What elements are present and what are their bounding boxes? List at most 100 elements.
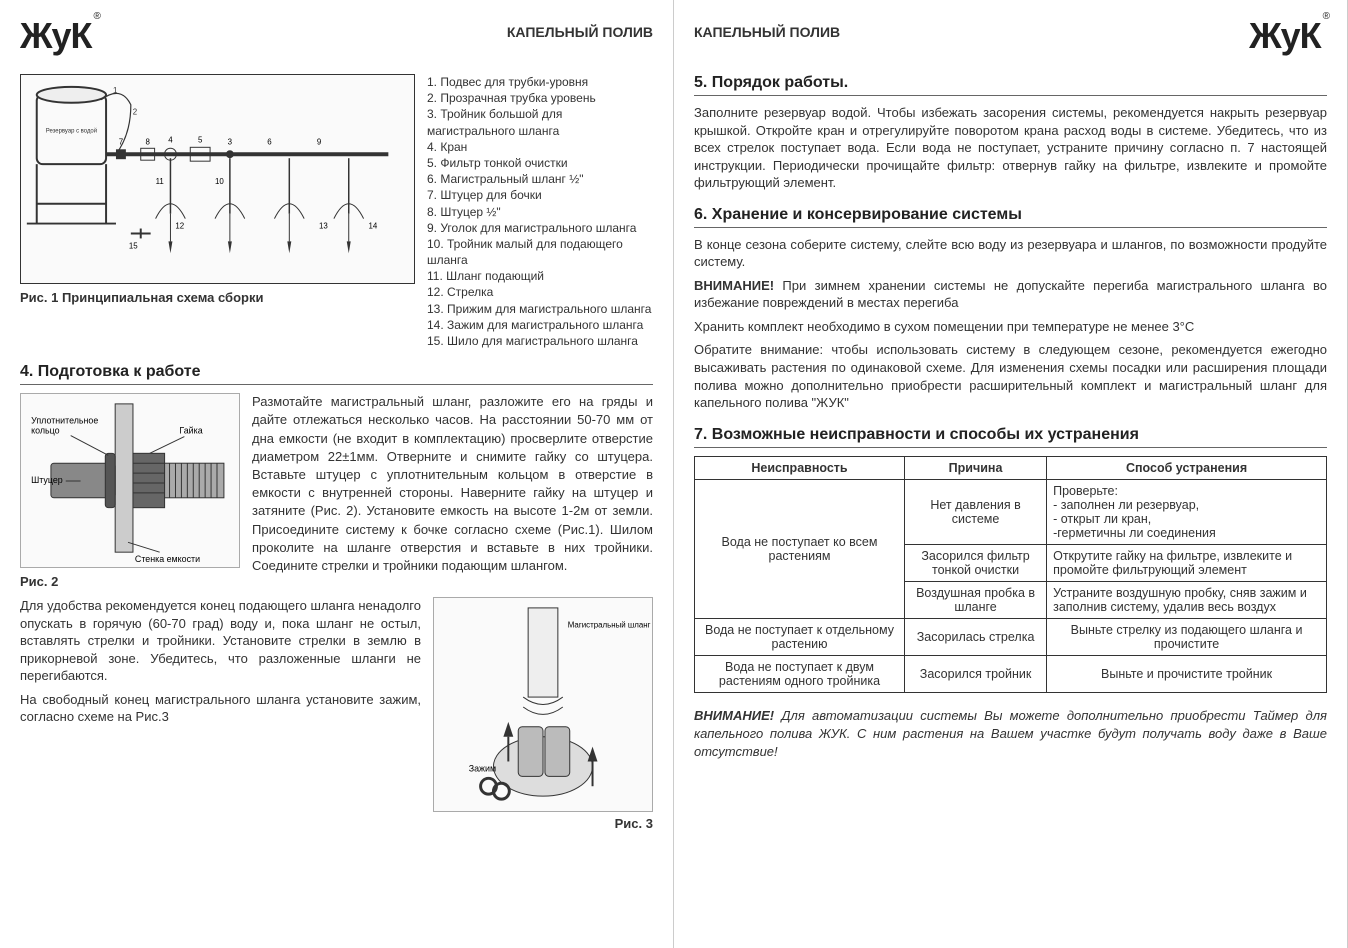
section7-note: ВНИМАНИЕ! Для автоматизации системы Вы м… <box>694 707 1327 762</box>
part-item: 4. Кран <box>427 139 653 155</box>
part-item: 15. Шило для магистрального шланга <box>427 333 653 349</box>
part-item: 1. Подвес для трубки-уровня <box>427 74 653 90</box>
table-row: Вода не поступает ко всем растениям Нет … <box>695 479 1327 544</box>
figure2-caption: Рис. 2 <box>20 574 240 589</box>
label-main-hose: Магистральный шланг <box>568 621 651 630</box>
svg-text:7: 7 <box>119 137 123 146</box>
brand-text: ЖуК <box>20 15 92 56</box>
svg-text:15: 15 <box>129 241 138 250</box>
table-row: Вода не поступает к отдельному растению … <box>695 618 1327 655</box>
figure3-caption: Рис. 3 <box>433 816 653 831</box>
part-item: 14. Зажим для магистрального шланга <box>427 317 653 333</box>
svg-text:6: 6 <box>267 137 272 146</box>
note-text: Для автоматизации системы Вы можете допо… <box>694 708 1327 759</box>
svg-text:кольцо: кольцо <box>31 426 60 436</box>
note-warn: ВНИМАНИЕ! <box>694 708 774 723</box>
svg-text:5: 5 <box>198 135 203 144</box>
label-seal: Уплотнительное <box>31 416 98 426</box>
svg-text:4: 4 <box>168 135 173 144</box>
col-fault: Неисправность <box>695 456 905 479</box>
label-fitting: Штуцер <box>31 475 63 485</box>
section4-row: Уплотнительное кольцо Гайка Штуцер Стенк… <box>20 393 653 589</box>
part-item: 10. Тройник малый для подающего шланга <box>427 236 653 268</box>
section6-p2-text: При зимнем хранении системы не допускайт… <box>694 278 1327 311</box>
part-item: 5. Фильтр тонкой очистки <box>427 155 653 171</box>
part-item: 7. Штуцер для бочки <box>427 187 653 203</box>
cell-fix: Устраните воздушную пробку, сняв зажим и… <box>1047 581 1327 618</box>
svg-text:Резервуар с водой: Резервуар с водой <box>46 127 97 134</box>
cell-fault: Вода не поступает ко всем растениям <box>695 479 905 618</box>
cell-cause: Воздушная пробка в шланге <box>905 581 1047 618</box>
brand-logo: ЖуК® <box>20 18 98 54</box>
part-item: 3. Тройник большой для магистрального шл… <box>427 106 653 138</box>
cell-cause: Засорился фильтр тонкой очистки <box>905 544 1047 581</box>
cell-fix: Выньте стрелку из подающего шланга и про… <box>1047 618 1327 655</box>
fitting-svg: Уплотнительное кольцо Гайка Штуцер Стенк… <box>21 394 239 567</box>
svg-text:11: 11 <box>156 177 165 186</box>
section4-title: 4. Подготовка к работе <box>20 363 653 385</box>
svg-text:12: 12 <box>175 222 184 231</box>
section6-p3: Хранить комплект необходимо в сухом поме… <box>694 318 1327 336</box>
svg-text:13: 13 <box>319 222 328 231</box>
warning-label: ВНИМАНИЕ! <box>694 278 774 293</box>
section6-p1: В конце сезона соберите систему, слейте … <box>694 236 1327 271</box>
part-item: 11. Шланг подающий <box>427 268 653 284</box>
figure3-diagram: Магистральный шланг Зажим <box>433 597 653 812</box>
label-wall: Стенка емкости <box>135 554 200 564</box>
figure1-caption: Рис. 1 Принципиальная схема сборки <box>20 290 415 305</box>
parts-list: 1. Подвес для трубки-уровня 2. Прозрачна… <box>427 74 653 349</box>
left-page: ЖуК® КАПЕЛЬНЫЙ ПОЛИВ Резервуар с водой 1 <box>0 0 674 948</box>
cell-cause: Засорилась стрелка <box>905 618 1047 655</box>
part-item: 2. Прозрачная трубка уровень <box>427 90 653 106</box>
brand-logo-right: ЖуК® <box>1249 18 1327 54</box>
header-title-right: КАПЕЛЬНЫЙ ПОЛИВ <box>694 18 840 40</box>
svg-text:8: 8 <box>145 137 150 146</box>
header-title-left: КАПЕЛЬНЫЙ ПОЛИВ <box>507 18 653 40</box>
cell-fault: Вода не поступает к двум растениям одног… <box>695 655 905 692</box>
figure1-diagram: Резервуар с водой 1 2 7 8 <box>20 74 415 284</box>
right-header: ЖуК® КАПЕЛЬНЫЙ ПОЛИВ <box>694 18 1327 54</box>
cell-fix: Открутите гайку на фильтре, извлеките и … <box>1047 544 1327 581</box>
svg-text:1: 1 <box>113 86 118 95</box>
section4-lower: Для удобства рекомендуется конец подающе… <box>20 597 653 831</box>
col-cause: Причина <box>905 456 1047 479</box>
svg-text:2: 2 <box>133 108 137 117</box>
brand-sup: ® <box>94 11 100 22</box>
svg-text:10: 10 <box>215 177 224 186</box>
svg-text:14: 14 <box>369 222 378 231</box>
clamp-svg: Магистральный шланг Зажим <box>434 598 652 811</box>
label-clamp: Зажим <box>469 764 496 774</box>
cell-cause: Засорился тройник <box>905 655 1047 692</box>
section4-text1: Размотайте магистральный шланг, разложит… <box>252 393 653 589</box>
section7-title: 7. Возможные неисправности и способы их … <box>694 426 1327 448</box>
part-item: 6. Магистральный шланг ½" <box>427 171 653 187</box>
col-fix: Способ устранения <box>1047 456 1327 479</box>
section6-p2: ВНИМАНИЕ! При зимнем хранении системы не… <box>694 277 1327 312</box>
figure1-row: Резервуар с водой 1 2 7 8 <box>20 74 653 349</box>
table-header-row: Неисправность Причина Способ устранения <box>695 456 1327 479</box>
part-item: 12. Стрелка <box>427 284 653 300</box>
cell-fix: Проверьте: - заполнен ли резервуар, - от… <box>1047 479 1327 544</box>
figure2-diagram: Уплотнительное кольцо Гайка Штуцер Стенк… <box>20 393 240 568</box>
section6-title: 6. Хранение и консервирование системы <box>694 206 1327 228</box>
label-nut: Гайка <box>179 426 202 436</box>
cell-cause: Нет давления в системе <box>905 479 1047 544</box>
svg-text:9: 9 <box>317 137 322 146</box>
left-header: ЖуК® КАПЕЛЬНЫЙ ПОЛИВ <box>20 18 653 54</box>
part-item: 8. Штуцер ½" <box>427 204 653 220</box>
section6-p4: Обратите внимание: чтобы использовать си… <box>694 341 1327 411</box>
part-item: 13. Прижим для магистрального шланга <box>427 301 653 317</box>
troubleshooting-table: Неисправность Причина Способ устранения … <box>694 456 1327 693</box>
part-item: 9. Уголок для магистрального шланга <box>427 220 653 236</box>
schematic-svg: Резервуар с водой 1 2 7 8 <box>21 75 414 283</box>
right-page: ЖуК® КАПЕЛЬНЫЙ ПОЛИВ 5. Порядок работы. … <box>674 0 1348 948</box>
cell-fix: Выньте и прочистите тройник <box>1047 655 1327 692</box>
brand-sup: ® <box>1323 11 1329 22</box>
cell-fault: Вода не поступает к отдельному растению <box>695 618 905 655</box>
table-row: Вода не поступает к двум растениям одног… <box>695 655 1327 692</box>
section4-text3: На свободный конец магистрального шланга… <box>20 691 421 726</box>
section5-title: 5. Порядок работы. <box>694 74 1327 96</box>
brand-text: ЖуК <box>1249 15 1321 56</box>
section5-text: Заполните резервуар водой. Чтобы избежат… <box>694 104 1327 192</box>
section4-text2: Для удобства рекомендуется конец подающе… <box>20 597 421 685</box>
